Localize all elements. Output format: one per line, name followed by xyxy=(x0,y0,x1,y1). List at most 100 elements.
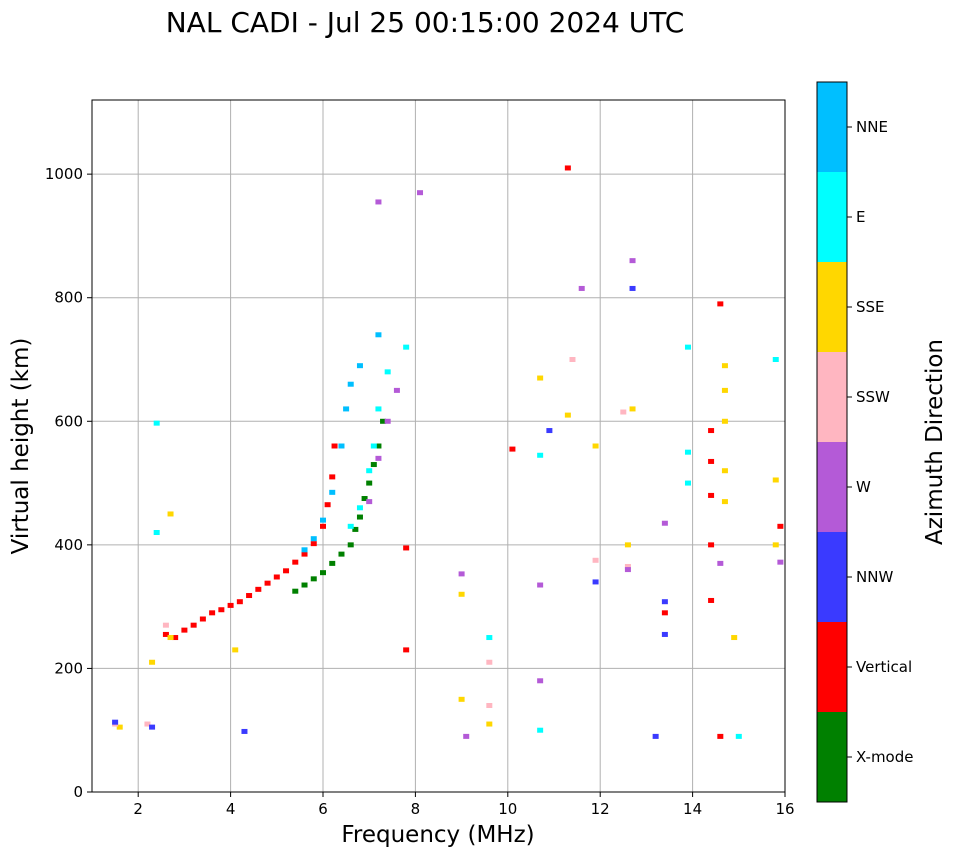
echo-point-vertical xyxy=(403,647,410,653)
colorbar-segment-vertical xyxy=(817,622,847,712)
grid-lines xyxy=(92,100,786,793)
plot-area xyxy=(92,100,785,792)
echo-point-e xyxy=(370,443,377,449)
echo-point-vertical xyxy=(310,541,317,547)
echo-point-x-mode xyxy=(370,462,377,468)
echo-point-vertical xyxy=(777,523,784,529)
y-tick-label: 600 xyxy=(54,412,83,430)
echo-point-nne xyxy=(310,536,317,542)
echo-point-x-mode xyxy=(366,480,373,486)
echo-point-nne xyxy=(329,489,336,495)
x-tick-label: 2 xyxy=(133,800,143,818)
echo-point-vertical xyxy=(717,733,724,739)
echo-point-sse xyxy=(564,412,571,418)
colorbar-segment-e xyxy=(817,172,847,262)
colorbar-label-w: W xyxy=(856,478,871,496)
colorbar-label-nnw: NNW xyxy=(856,568,893,586)
echo-point-sse xyxy=(537,375,544,381)
data-marks xyxy=(112,165,784,739)
echo-point-x-mode xyxy=(380,418,387,424)
echo-point-nnw xyxy=(652,733,659,739)
echo-point-nne xyxy=(301,547,308,553)
echo-point-vertical xyxy=(273,574,280,580)
echo-point-w xyxy=(458,571,465,577)
echo-point-w xyxy=(366,499,373,505)
echo-point-vertical xyxy=(708,542,715,548)
y-tick-label: 800 xyxy=(54,289,83,307)
echo-point-vertical xyxy=(564,165,571,171)
echo-point-vertical xyxy=(190,622,197,628)
x-tick-label: 14 xyxy=(683,800,702,818)
echo-point-sse xyxy=(731,635,738,641)
echo-point-sse xyxy=(721,418,728,424)
x-tick-label: 16 xyxy=(775,800,794,818)
echo-point-vertical xyxy=(708,428,715,434)
echo-point-w xyxy=(624,567,631,573)
echo-point-vertical xyxy=(292,559,299,565)
echo-point-ssw xyxy=(144,721,151,727)
echo-point-sse xyxy=(458,696,465,702)
echo-point-ssw xyxy=(569,357,576,362)
echo-point-e xyxy=(153,420,160,426)
echo-point-vertical xyxy=(218,607,225,613)
echo-point-e xyxy=(684,344,691,350)
y-tick-label: 0 xyxy=(73,783,83,801)
echo-point-w xyxy=(375,199,382,205)
echo-point-nne xyxy=(320,517,326,523)
x-tick-label: 10 xyxy=(498,800,517,818)
echo-point-nne xyxy=(347,381,354,387)
x-tick-label: 4 xyxy=(226,800,236,818)
echo-point-sse xyxy=(721,363,728,369)
echo-point-nne xyxy=(343,406,350,412)
echo-point-vertical xyxy=(708,492,715,498)
echo-point-sse xyxy=(721,468,728,474)
echo-point-x-mode xyxy=(352,526,359,532)
y-tick-label: 1000 xyxy=(45,165,83,183)
echo-point-ssw xyxy=(592,557,599,563)
echo-point-vertical xyxy=(209,610,216,616)
colorbar-label-e: E xyxy=(856,208,865,226)
colorbar-segment-ssw xyxy=(817,352,847,442)
echo-point-sse xyxy=(624,542,631,548)
echo-point-vertical xyxy=(264,580,271,586)
x-tick-label: 6 xyxy=(318,800,328,818)
colorbar-segment-nne xyxy=(817,82,847,172)
echo-point-sse xyxy=(592,443,599,449)
echo-point-vertical xyxy=(661,610,668,616)
echo-point-x-mode xyxy=(292,588,299,594)
echo-point-nnw xyxy=(661,631,668,637)
echo-point-e xyxy=(153,530,160,535)
echo-point-nne xyxy=(356,363,363,369)
echo-point-e xyxy=(735,733,742,739)
echo-point-e xyxy=(366,468,373,474)
echo-point-sse xyxy=(721,387,728,393)
echo-point-w xyxy=(463,733,470,739)
echo-point-vertical xyxy=(236,599,243,605)
echo-point-e xyxy=(356,505,363,511)
echo-point-e xyxy=(537,452,544,458)
echo-point-nnw xyxy=(112,719,119,725)
echo-point-vertical xyxy=(301,551,308,557)
colorbar-label-vertical: Vertical xyxy=(856,658,912,676)
echo-point-sse xyxy=(167,635,174,641)
plot-frame xyxy=(91,99,786,793)
echo-point-sse xyxy=(772,542,779,548)
colorbar-segment-nnw xyxy=(817,532,847,622)
echo-point-e xyxy=(684,449,691,455)
x-tick-label: 8 xyxy=(411,800,421,818)
echo-point-ssw xyxy=(620,409,627,415)
echo-point-vertical xyxy=(509,446,516,452)
echo-point-w xyxy=(578,285,585,291)
echo-point-vertical xyxy=(246,593,253,599)
echo-point-sse xyxy=(149,659,156,665)
echo-point-vertical xyxy=(324,502,331,508)
echo-point-vertical xyxy=(708,597,715,603)
echo-point-sse xyxy=(116,724,123,730)
echo-point-ssw xyxy=(486,659,493,665)
colorbar-label-sse: SSE xyxy=(856,298,885,316)
colorbar-label-ssw: SSW xyxy=(856,388,890,406)
echo-point-w xyxy=(375,455,382,461)
echo-point-vertical xyxy=(162,631,169,637)
echo-point-w xyxy=(777,559,784,565)
